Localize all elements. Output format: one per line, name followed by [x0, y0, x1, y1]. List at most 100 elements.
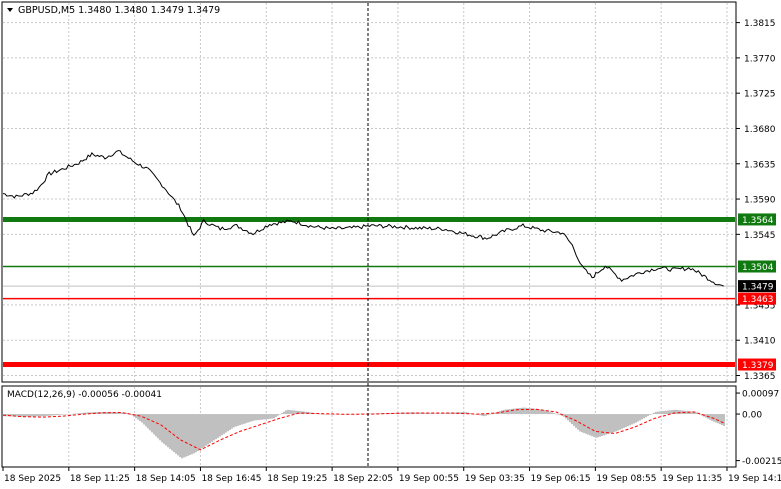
macd-bar	[631, 414, 633, 425]
macd-bar	[31, 414, 33, 417]
macd-bar	[621, 414, 623, 429]
macd-bar	[135, 414, 137, 419]
macd-bar	[325, 414, 327, 415]
macd-bar	[545, 410, 547, 415]
time-tick-label: 19 Sep 14:15	[728, 474, 781, 484]
macd-bar	[585, 414, 587, 434]
macd-bar	[603, 414, 605, 436]
macd-bar	[73, 413, 75, 415]
macd-bar	[395, 412, 397, 415]
macd-bar	[233, 414, 235, 428]
macd-bar	[147, 414, 149, 429]
macd-bar	[283, 411, 285, 415]
macd-bar	[507, 409, 509, 415]
macd-bar	[335, 414, 337, 415]
macd-bar	[593, 414, 595, 437]
price-axis[interactable]: 1.3815 1.3770 1.3725 1.3680 1.3635 1.3590 1.35…	[736, 19, 776, 382]
macd-bar	[657, 411, 659, 415]
macd-bar	[257, 414, 259, 421]
macd-bar	[197, 414, 199, 451]
macd-bar	[23, 414, 25, 417]
macd-bar	[115, 412, 117, 415]
macd-bar	[51, 414, 53, 416]
macd-bar	[91, 412, 93, 415]
macd-bar	[49, 414, 51, 416]
time-tick-label: 18 Sep 22:05	[333, 474, 393, 484]
macd-bar	[527, 408, 529, 415]
macd-tick-label: -0.00215	[742, 457, 781, 467]
macd-bar	[95, 412, 97, 415]
macd-bar	[439, 413, 441, 415]
macd-bar	[319, 413, 321, 415]
level-tag-bg	[738, 280, 776, 293]
macd-bar	[709, 414, 711, 420]
macd-bar	[265, 414, 267, 420]
macd-bar	[87, 412, 89, 415]
macd-bar	[53, 414, 55, 416]
macd-bar	[253, 414, 255, 421]
level-tag-bg	[738, 260, 776, 273]
time-tick-label: 19 Sep 08:55	[596, 474, 656, 484]
macd-bar	[35, 414, 37, 417]
macd-bar	[441, 413, 443, 415]
macd-bar	[117, 412, 119, 415]
macd-bar	[445, 412, 447, 415]
macd-bar	[669, 410, 671, 415]
level-tag-label: 1.3479	[742, 283, 774, 293]
macd-bar	[299, 411, 301, 415]
main-grid	[3, 3, 735, 381]
macd-bar	[589, 414, 591, 436]
macd-bar	[37, 414, 39, 417]
macd-bar	[549, 411, 551, 415]
macd-bar	[715, 414, 717, 423]
macd-bar	[505, 409, 507, 415]
macd-bar	[19, 414, 21, 417]
level-tag-label: 1.3463	[742, 295, 774, 305]
level-tag-bg	[738, 213, 776, 226]
macd-bar	[499, 411, 501, 415]
time-tick-label: 18 Sep 11:25	[70, 474, 130, 484]
macd-bar	[7, 414, 9, 417]
macd-bar	[541, 409, 543, 415]
macd-bar	[495, 412, 497, 415]
macd-bar	[513, 408, 515, 415]
macd-bar	[639, 414, 641, 421]
horizontal-levels[interactable]	[3, 216, 735, 368]
macd-bar	[281, 413, 283, 415]
macd-bar	[557, 414, 559, 415]
macd-bar	[305, 411, 307, 415]
macd-bar	[671, 410, 673, 415]
macd-bar	[191, 414, 193, 455]
macd-bar	[559, 414, 561, 416]
macd-bar	[227, 414, 229, 432]
macd-bar	[85, 412, 87, 415]
macd-bar	[553, 413, 555, 415]
macd-bar	[57, 414, 59, 416]
level-price-tags: 1.3564 1.3504 1.3479 1.3463 1.3379	[738, 213, 776, 371]
macd-bar	[143, 414, 145, 425]
macd-bar	[645, 414, 647, 418]
macd-histogram	[3, 407, 725, 459]
macd-bar	[43, 414, 45, 417]
time-axis[interactable]: 18 Sep 2025 18 Sep 11:25 18 Sep 14:05 18 Se…	[2, 467, 781, 484]
macd-bar	[185, 414, 187, 457]
macd-bar	[385, 413, 387, 415]
macd-bar	[595, 414, 597, 438]
price-tick-label: 1.3815	[744, 19, 776, 29]
macd-bar	[177, 414, 179, 456]
macd-bar	[239, 414, 241, 426]
collapse-triangle-icon[interactable]	[7, 8, 13, 12]
main-chart-pane[interactable]	[1, 1, 737, 383]
price-tick-label: 1.3770	[744, 54, 776, 64]
macd-bar	[583, 414, 585, 433]
level-tag-bg	[738, 292, 776, 305]
macd-bar	[431, 413, 433, 415]
price-tick-label: 1.3635	[744, 160, 776, 170]
macd-bar	[379, 413, 381, 415]
macd-bar	[221, 414, 223, 436]
macd-bar	[551, 412, 553, 415]
macd-bar	[105, 411, 107, 415]
macd-bar	[249, 414, 251, 422]
macd-bar	[491, 413, 493, 415]
